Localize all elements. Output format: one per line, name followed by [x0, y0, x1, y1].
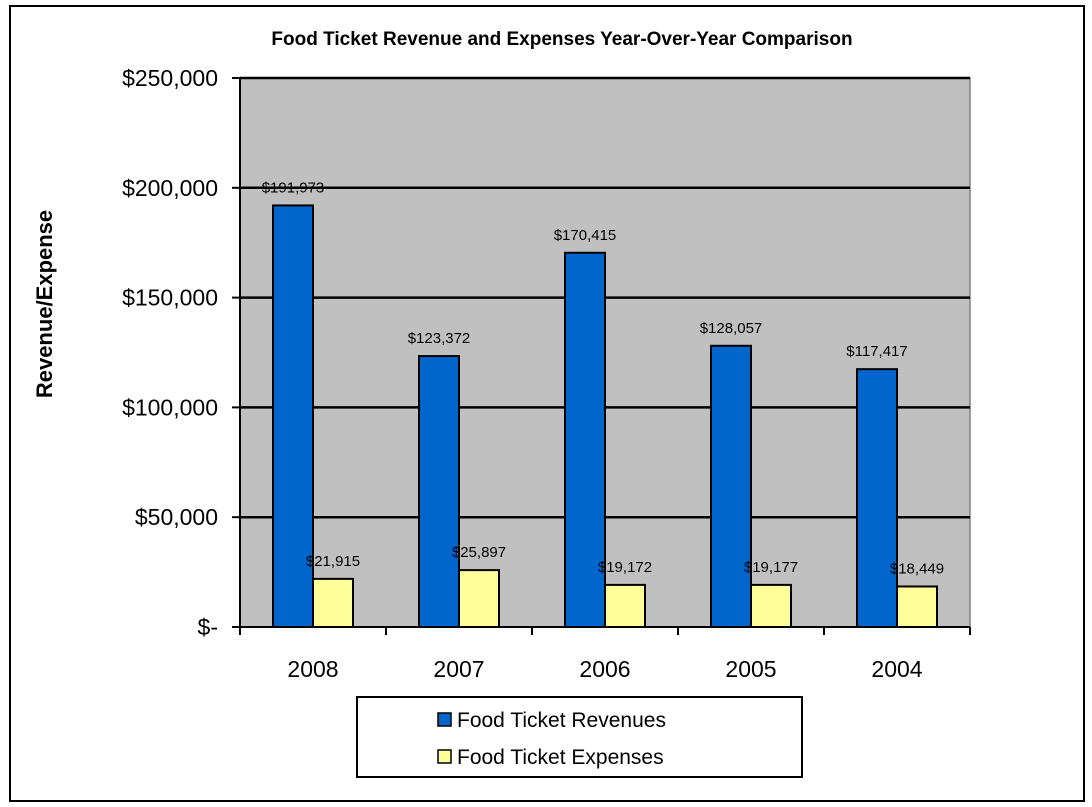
data-label-food-ticket-expenses-2005: $19,177 [744, 559, 798, 576]
bars [272, 204, 938, 629]
legend-label-revenues: Food Ticket Revenues [457, 709, 666, 732]
bar-food-ticket-expenses-2006 [604, 583, 646, 629]
data-label-food-ticket-revenues-2006: $170,415 [554, 227, 617, 244]
x-tick-label-2008: 2008 [287, 656, 338, 682]
y-tick-label-1: $50,000 [135, 504, 218, 530]
bar-food-ticket-revenues-2005 [710, 344, 752, 628]
y-tick-label-0: $- [198, 614, 218, 640]
bar-food-ticket-expenses-2008 [312, 577, 354, 628]
bar-food-ticket-revenues-2007 [418, 355, 460, 628]
y-tick-label-2: $100,000 [122, 394, 218, 420]
legend-box [356, 696, 803, 778]
x-tick-label-2007: 2007 [433, 656, 484, 682]
bar-food-ticket-expenses-2005 [750, 583, 792, 629]
axes [232, 77, 971, 635]
x-tick-labels: 2008 2007 2006 2005 2004 [287, 656, 922, 682]
bar-food-ticket-expenses-2007 [458, 569, 500, 628]
y-tick-label-5: $250,000 [122, 65, 218, 91]
bar-food-ticket-revenues-2008 [272, 204, 314, 628]
data-labels: $191,973 $123,372 $170,415 $128,057 $117,417… [262, 179, 944, 577]
data-label-food-ticket-revenues-2005: $128,057 [700, 320, 763, 337]
y-tick-label-4: $200,000 [122, 175, 218, 201]
y-tick-label-3: $150,000 [122, 285, 218, 311]
legend-swatch-revenues [437, 712, 452, 727]
legend-label-expenses: Food Ticket Expenses [457, 746, 664, 769]
x-tick-label-2005: 2005 [725, 656, 776, 682]
x-tick-label-2006: 2006 [579, 656, 630, 682]
y-tick-labels: $- $50,000 $100,000 $150,000 $200,000 $250,00… [122, 65, 218, 640]
y-axis-label: Revenue/Expense [32, 210, 57, 398]
legend-swatch-expenses [437, 749, 452, 764]
data-label-food-ticket-expenses-2004: $18,449 [890, 560, 944, 577]
data-label-food-ticket-revenues-2008: $191,973 [262, 179, 325, 196]
chart-title: Food Ticket Revenue and Expenses Year-Ov… [271, 29, 852, 50]
data-label-food-ticket-expenses-2007: $25,897 [452, 544, 506, 561]
bar-food-ticket-revenues-2004 [856, 368, 898, 628]
data-label-food-ticket-expenses-2006: $19,172 [598, 559, 652, 576]
data-label-food-ticket-revenues-2004: $117,417 [846, 343, 907, 360]
data-label-food-ticket-revenues-2007: $123,372 [408, 330, 471, 347]
bar-food-ticket-revenues-2006 [564, 251, 606, 629]
data-label-food-ticket-expenses-2008: $21,915 [306, 553, 360, 570]
legend: Food Ticket Revenues Food Ticket Expense… [356, 696, 803, 778]
bar-food-ticket-expenses-2004 [896, 585, 938, 629]
x-tick-label-2004: 2004 [871, 656, 922, 682]
